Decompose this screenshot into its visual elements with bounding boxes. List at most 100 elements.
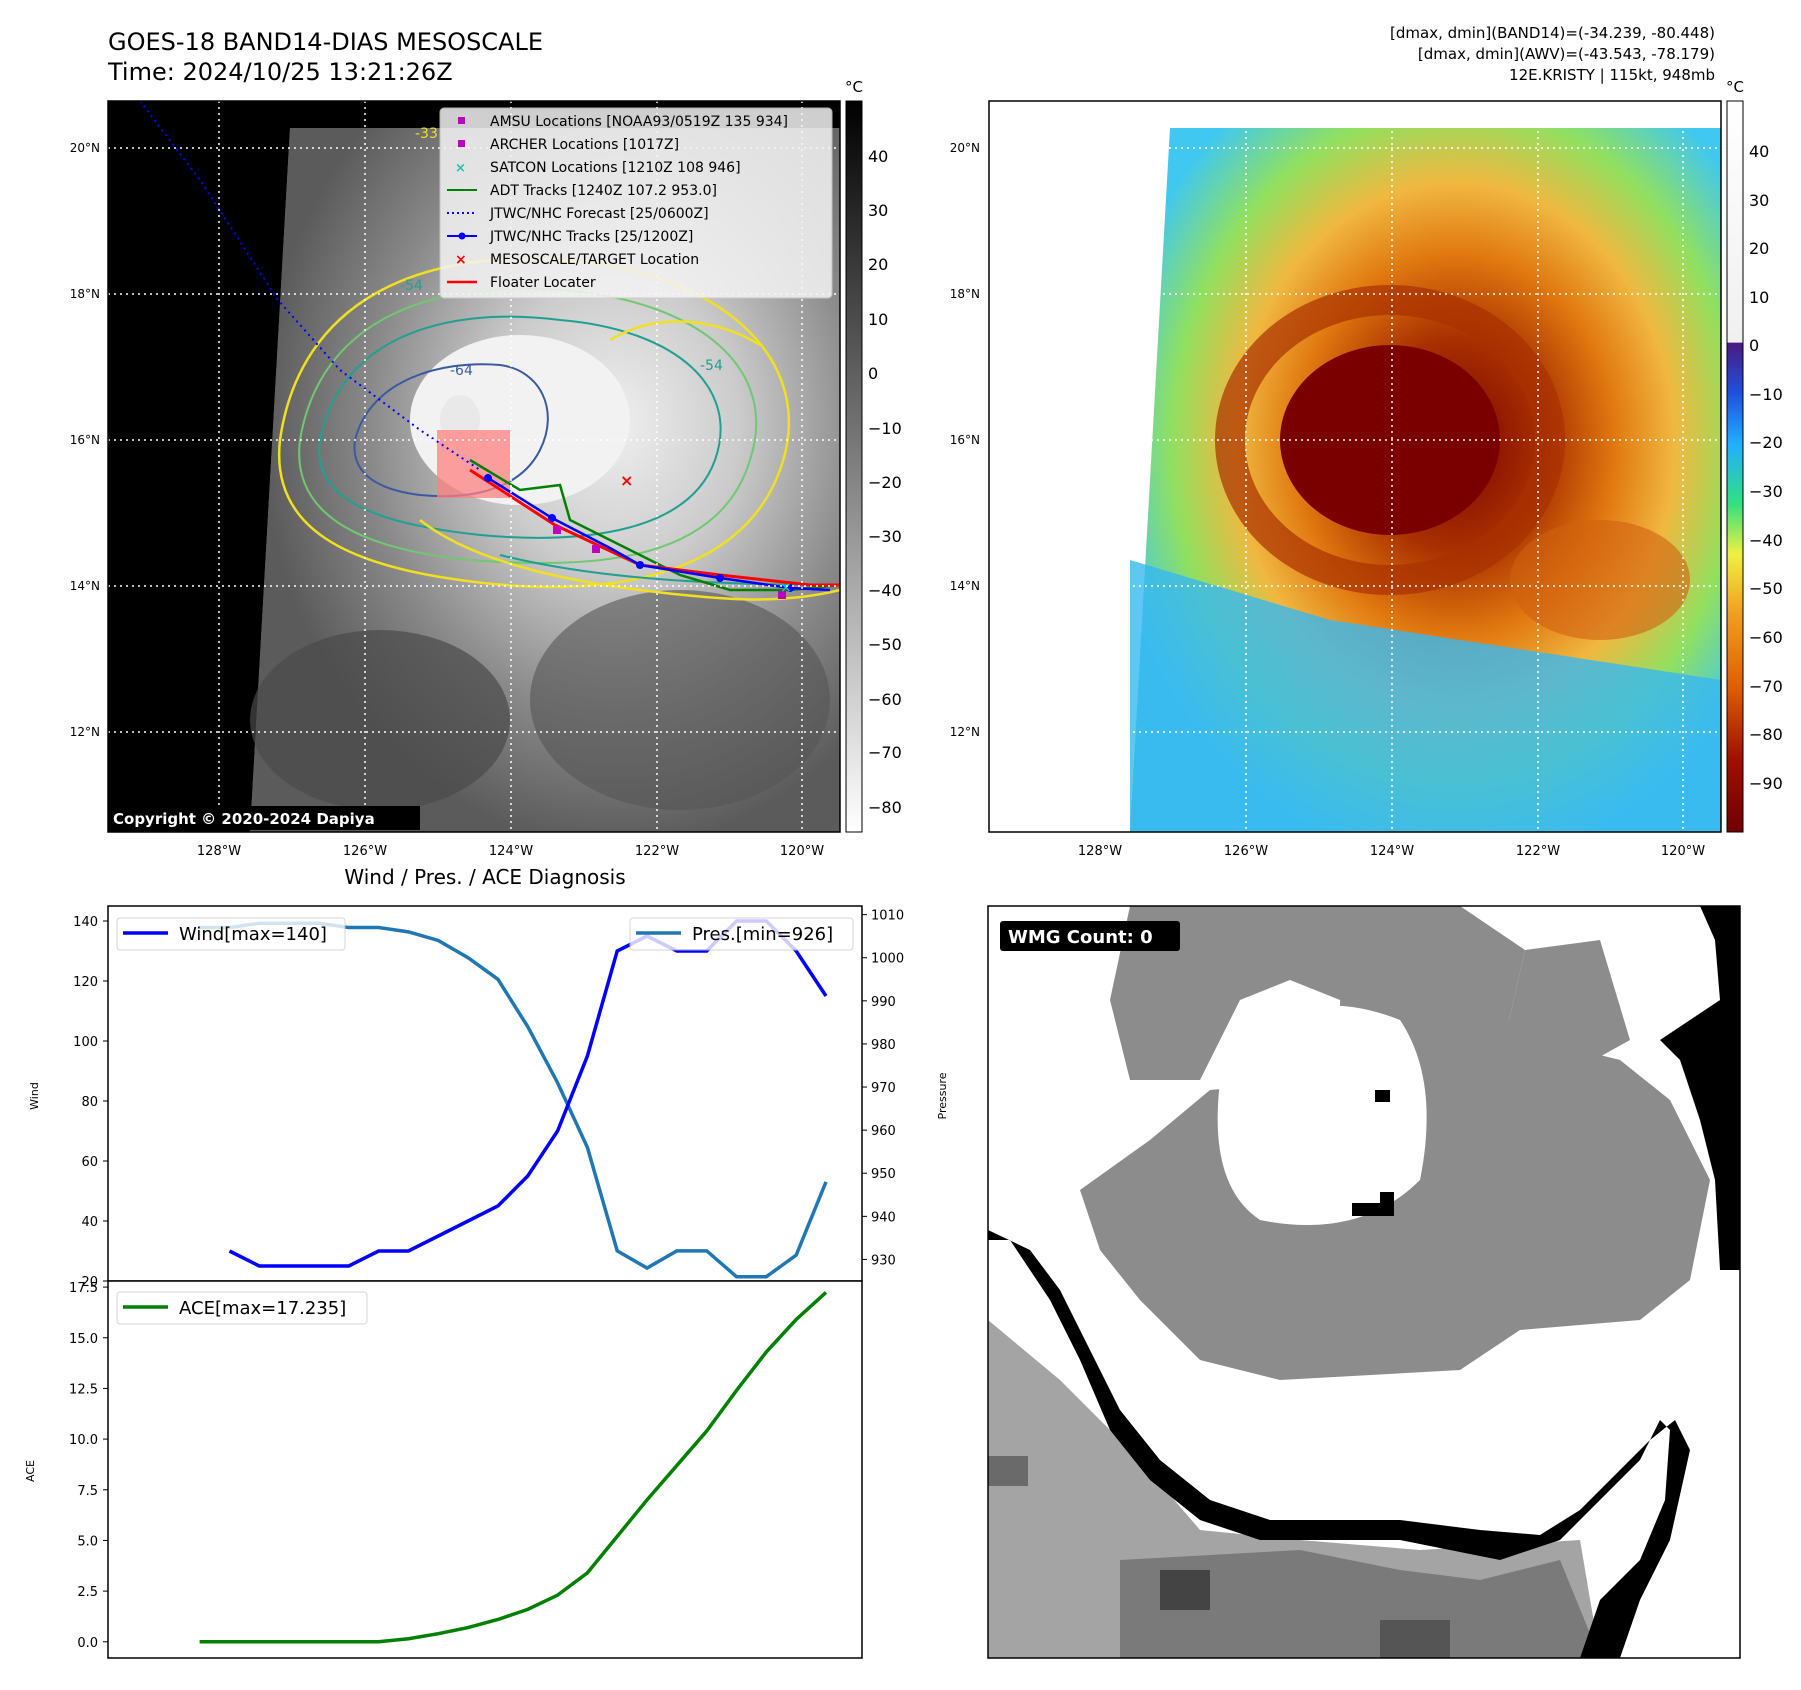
wind-tick-label: 20 — [81, 1275, 98, 1290]
legend-entry: ADT Tracks [1240Z 107.2 953.0] — [490, 183, 717, 199]
color-lat-label: 12°N — [950, 725, 980, 739]
wind-tick-label: 120 — [73, 975, 98, 990]
color-colorbar-tick: −80 — [1749, 725, 1783, 744]
ir-legend: AMSU Locations [NOAA93/0519Z 135 934] AR… — [439, 107, 833, 299]
wind-tick-label: 60 — [81, 1155, 98, 1170]
ir-colorbar-tick: 40 — [868, 147, 888, 166]
legend-entry: Floater Locater — [490, 275, 596, 291]
color-lon-label: 120°W — [1661, 844, 1705, 859]
figure-title: GOES-18 BAND14-DIAS MESOSCALE — [108, 28, 543, 56]
ir-lat-label: 20°N — [70, 141, 100, 155]
ir-panel: × × -33 -54 -64 -54 20°N 18°N 16°N 14°N … — [70, 78, 902, 859]
pressure-legend: Pres.[min=926] — [692, 924, 833, 945]
ace-lines — [199, 1291, 828, 1644]
info-storm: 12E.KRISTY | 115kt, 948mb — [1509, 66, 1715, 84]
pressure-tick-label: 960 — [871, 1124, 896, 1139]
wind-tick-label: 100 — [73, 1035, 98, 1050]
pressure-tick-label: 950 — [871, 1167, 896, 1182]
ace-legend: ACE[max=17.235] — [179, 1298, 346, 1319]
info-band14: [dmax, dmin](BAND14)=(-34.239, -80.448) — [1390, 24, 1715, 42]
wind-pres-chart: 20 40 60 80 100 120 140 930 940 950 960 970 980 990 1… — [28, 905, 949, 1290]
color-colorbar-tick: −10 — [1749, 385, 1783, 404]
color-colorbar-tick: 10 — [1749, 288, 1769, 307]
info-awv: [dmax, dmin](AWV)=(-43.543, -78.179) — [1418, 45, 1715, 63]
color-colorbar-tick: 30 — [1749, 191, 1769, 210]
pressure-tick-label: 990 — [871, 995, 896, 1010]
svg-text:×: × — [455, 161, 466, 176]
contour-label: -54 — [400, 278, 423, 294]
legend-entry: AMSU Locations [NOAA93/0519Z 135 934] — [490, 114, 788, 130]
figure-time: Time: 2024/10/25 13:21:26Z — [107, 58, 453, 86]
ir-colorbar-tick: −80 — [868, 798, 902, 817]
color-colorbar-tick: 0 — [1749, 336, 1759, 355]
color-colorbar-tick: −50 — [1749, 579, 1783, 598]
pressure-tick-label: 1010 — [871, 909, 904, 924]
color-colorbar-tick: −90 — [1749, 774, 1783, 793]
pressure-tick-label: 970 — [871, 1081, 896, 1096]
ir-colorbar-tick: −40 — [868, 581, 902, 600]
svg-text:×: × — [620, 471, 633, 490]
color-colorbar-tick: 20 — [1749, 239, 1769, 258]
pressure-axis-ticks: 930 940 950 960 970 980 990 1000 1010 — [862, 909, 904, 1268]
ir-lat-label: 14°N — [70, 579, 100, 593]
wmg-panel: WMG Count: 0 — [987, 905, 1741, 1659]
color-colorbar-tick: −40 — [1749, 531, 1783, 550]
wind-legend: Wind[max=140] — [179, 924, 327, 945]
color-colorbar-unit: °C — [1726, 78, 1744, 96]
legend-entry: MESOSCALE/TARGET Location — [490, 252, 699, 268]
color-panel: 20°N 18°N 16°N 14°N 12°N 128°W 126°W 124… — [950, 78, 1783, 859]
ace-tick-label: 5.0 — [77, 1534, 98, 1549]
color-lon-label: 124°W — [1370, 844, 1414, 859]
ace-axis-ticks: 0.0 2.5 5.0 7.5 10.0 12.5 15.0 17.5 — [69, 1281, 108, 1651]
color-lat-label: 14°N — [950, 579, 980, 593]
color-colorbar-tick: −30 — [1749, 482, 1783, 501]
ir-lon-label: 124°W — [489, 844, 533, 859]
pressure-tick-label: 930 — [871, 1253, 896, 1268]
wmg-count-label: WMG Count: 0 — [1008, 927, 1153, 948]
color-gridlines — [989, 101, 1721, 832]
ir-imagery: × × -33 -54 -64 -54 — [139, 101, 840, 832]
wind-tick-label: 80 — [81, 1095, 98, 1110]
wind-tick-label: 140 — [73, 915, 98, 930]
diagnosis-title: Wind / Pres. / ACE Diagnosis — [344, 865, 625, 889]
legend-entry: JTWC/NHC Tracks [25/1200Z] — [489, 229, 693, 245]
pressure-axis-label: Pressure — [936, 1072, 949, 1119]
svg-text:×: × — [455, 252, 467, 268]
color-colorbar-tick: −20 — [1749, 433, 1783, 452]
svg-text:×: × — [780, 580, 792, 596]
legend-entry: JTWC/NHC Forecast [25/0600Z] — [489, 206, 709, 222]
ir-colorbar-tick: −20 — [868, 473, 902, 492]
ir-colorbar-tick: −30 — [868, 527, 902, 546]
ir-colorbar-tick: 10 — [868, 310, 888, 329]
wind-axis-ticks: 20 40 60 80 100 120 140 — [73, 915, 108, 1290]
ace-tick-label: 7.5 — [77, 1484, 98, 1499]
wind-tick-label: 40 — [81, 1215, 98, 1230]
ir-lon-label: 126°W — [343, 844, 387, 859]
ace-axis-label: ACE — [24, 1460, 37, 1482]
ir-lon-label: 120°W — [780, 844, 824, 859]
pressure-tick-label: 980 — [871, 1038, 896, 1053]
ace-series-line — [199, 1291, 828, 1644]
color-colorbar-tick: 40 — [1749, 142, 1769, 161]
ace-tick-label: 2.5 — [77, 1585, 98, 1600]
contour-label: -54 — [700, 358, 723, 374]
color-colorbar-tick: −70 — [1749, 677, 1783, 696]
color-lat-label: 18°N — [950, 287, 980, 301]
ir-colorbar-tick: −60 — [868, 690, 902, 709]
color-imagery — [1130, 128, 1721, 832]
ace-tick-label: 12.5 — [69, 1382, 98, 1397]
color-lat-label: 16°N — [950, 433, 980, 447]
ace-tick-label: 10.0 — [69, 1433, 98, 1448]
legend-entry: SATCON Locations [1210Z 108 946] — [490, 160, 741, 176]
color-lat-label: 20°N — [950, 141, 980, 155]
ace-tick-label: 15.0 — [69, 1332, 98, 1347]
ir-lat-label: 12°N — [70, 725, 100, 739]
ir-colorbar-tick: 30 — [868, 201, 888, 220]
ir-colorbar-tick: −50 — [868, 635, 902, 654]
ir-lat-label: 16°N — [70, 433, 100, 447]
ir-lon-label: 128°W — [197, 844, 241, 859]
ir-colorbar-tick: −10 — [868, 419, 902, 438]
pressure-tick-label: 1000 — [871, 952, 904, 967]
ir-colorbar: °C 40 30 20 10 0 −10 −20 −30 −40 −50 −60… — [845, 78, 902, 833]
